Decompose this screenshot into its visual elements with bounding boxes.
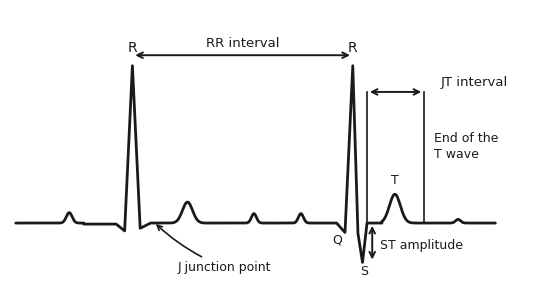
Text: T: T [391, 174, 399, 187]
Text: S: S [360, 265, 368, 278]
Text: R: R [128, 41, 137, 55]
Text: Q: Q [333, 233, 343, 247]
Text: J junction point: J junction point [157, 225, 271, 274]
Text: RR interval: RR interval [206, 37, 279, 50]
Text: End of the
T wave: End of the T wave [434, 133, 498, 161]
Text: ST amplitude: ST amplitude [380, 239, 463, 252]
Text: JT interval: JT interval [441, 76, 508, 89]
Text: R: R [348, 41, 358, 55]
